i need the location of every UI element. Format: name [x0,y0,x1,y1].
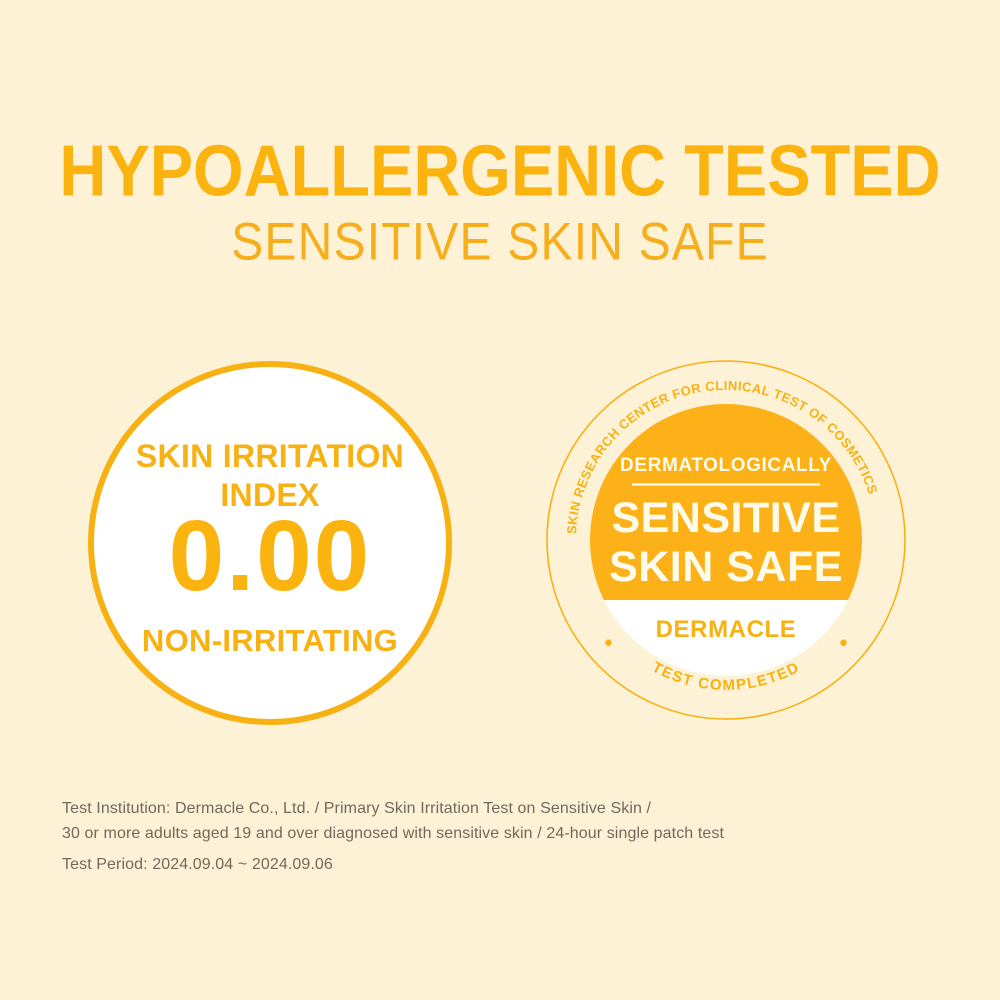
svg-text:SENSITIVE: SENSITIVE [611,494,840,542]
svg-text:DERMACLE: DERMACLE [656,616,797,643]
svg-text:SKIN SAFE: SKIN SAFE [609,543,843,591]
svg-text:DERMATOLOGICALLY: DERMATOLOGICALLY [620,455,832,476]
